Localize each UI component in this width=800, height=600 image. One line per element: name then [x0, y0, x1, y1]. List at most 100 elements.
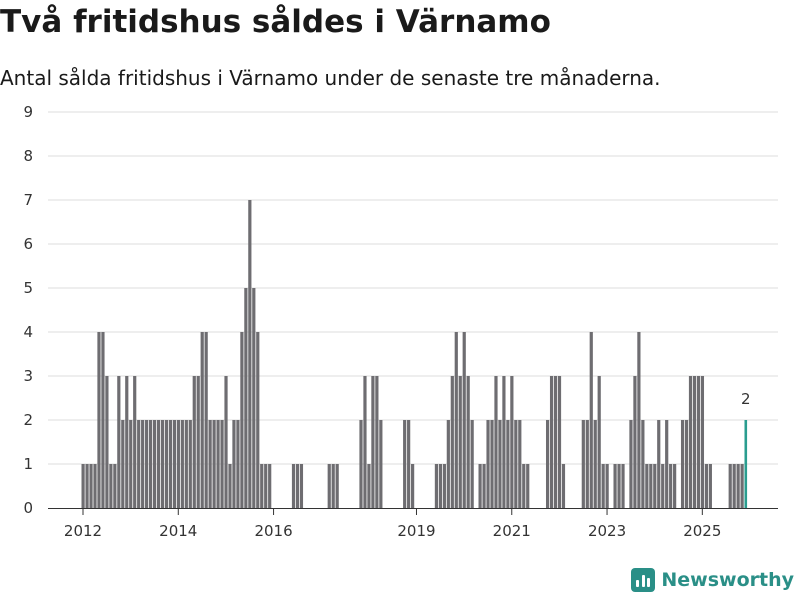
y-tick-label: 7: [23, 191, 33, 209]
bar: [605, 464, 609, 508]
bar: [180, 420, 184, 508]
bar: [327, 464, 331, 508]
bar: [85, 464, 89, 508]
bar: [458, 376, 462, 508]
bar: [299, 464, 304, 508]
bar: [172, 420, 177, 508]
bar: [438, 464, 442, 508]
bar: [133, 376, 137, 508]
bar: [208, 420, 212, 508]
bar: [581, 420, 585, 508]
bar: [692, 376, 697, 508]
bar: [224, 376, 228, 508]
bar: [248, 200, 252, 508]
x-tick-label: 2023: [588, 522, 626, 540]
bar: [403, 420, 407, 508]
bar: [379, 420, 383, 508]
bar: [446, 420, 450, 508]
bar: [621, 464, 625, 508]
bar: [145, 420, 149, 508]
x-tick-label: 2012: [64, 522, 102, 540]
bar: [164, 420, 169, 508]
bar: [704, 464, 708, 508]
bar: [597, 376, 601, 508]
bar: [141, 420, 145, 508]
bar: [335, 464, 339, 508]
bar: [450, 376, 454, 508]
bar: [148, 420, 153, 508]
bar: [653, 464, 657, 508]
bar: [478, 464, 482, 508]
x-tick-label: 2014: [159, 522, 197, 540]
bar: [117, 376, 121, 508]
bar: [212, 420, 216, 508]
bar: [105, 376, 109, 508]
brand-name: Newsworthy: [661, 569, 794, 591]
page-title: Två fritidshus såldes i Värnamo: [0, 4, 551, 40]
bar: [93, 464, 97, 508]
bar: [649, 464, 653, 508]
bar: [482, 464, 486, 508]
bar: [708, 464, 712, 508]
highlight-bar: [744, 420, 748, 508]
bar: [216, 420, 220, 508]
bar: [291, 464, 296, 508]
bar: [204, 332, 208, 508]
bar: [522, 464, 526, 508]
x-tick-label: 2019: [397, 522, 435, 540]
bar: [629, 420, 633, 508]
label-layer: 0 1 2 3 4 5 6 7 8 9 2 2012 2014 2016 2019 2021 2023 2025: [23, 103, 750, 540]
bar: [506, 420, 510, 508]
bar: [526, 464, 530, 508]
x-tick-label: 2016: [254, 522, 292, 540]
bar: [462, 332, 466, 508]
bar: [97, 332, 101, 508]
bar: [113, 464, 117, 508]
bar: [470, 420, 474, 508]
bar: [295, 464, 300, 508]
bar: [585, 420, 589, 508]
bar: [160, 420, 165, 508]
x-tick-label: 2021: [493, 522, 531, 540]
bar: [264, 464, 268, 508]
newsworthy-logo-icon: [631, 568, 656, 592]
bar: [359, 420, 363, 508]
y-tick-label: 3: [23, 367, 33, 385]
bar: [81, 464, 85, 508]
bar: [260, 464, 264, 508]
bar: [363, 376, 367, 508]
bar: [240, 332, 244, 508]
bar: [665, 420, 669, 508]
bar: [494, 376, 498, 508]
bar: [220, 420, 224, 508]
y-tick-label: 8: [23, 147, 33, 165]
bar: [244, 288, 248, 508]
bar: [613, 464, 617, 508]
bar: [728, 464, 732, 508]
bar: [200, 332, 204, 508]
bar: [561, 464, 566, 508]
bar: [680, 420, 685, 508]
bar: [545, 420, 550, 508]
bar: [411, 464, 415, 508]
bar: [228, 464, 232, 508]
bar: [589, 332, 593, 508]
bar: [137, 420, 141, 508]
y-tick-label: 5: [23, 279, 33, 297]
bar: [196, 376, 200, 508]
bar-chart: 0 1 2 3 4 5 6 7 8 9 2 2012 2014 2016 2019 2021 2023 2025: [23, 103, 778, 540]
bar: [740, 464, 744, 508]
bar-value-label: 2: [741, 390, 751, 408]
bar: [268, 464, 272, 508]
bar: [673, 464, 677, 508]
bar: [168, 420, 173, 508]
bar: [696, 376, 701, 508]
y-tick-label: 9: [23, 103, 33, 121]
bar-layer: [81, 200, 748, 508]
bar: [434, 464, 439, 508]
bar: [407, 420, 411, 508]
bar: [669, 464, 673, 508]
bar: [502, 376, 506, 508]
bar: [510, 376, 514, 508]
bar: [661, 464, 665, 508]
